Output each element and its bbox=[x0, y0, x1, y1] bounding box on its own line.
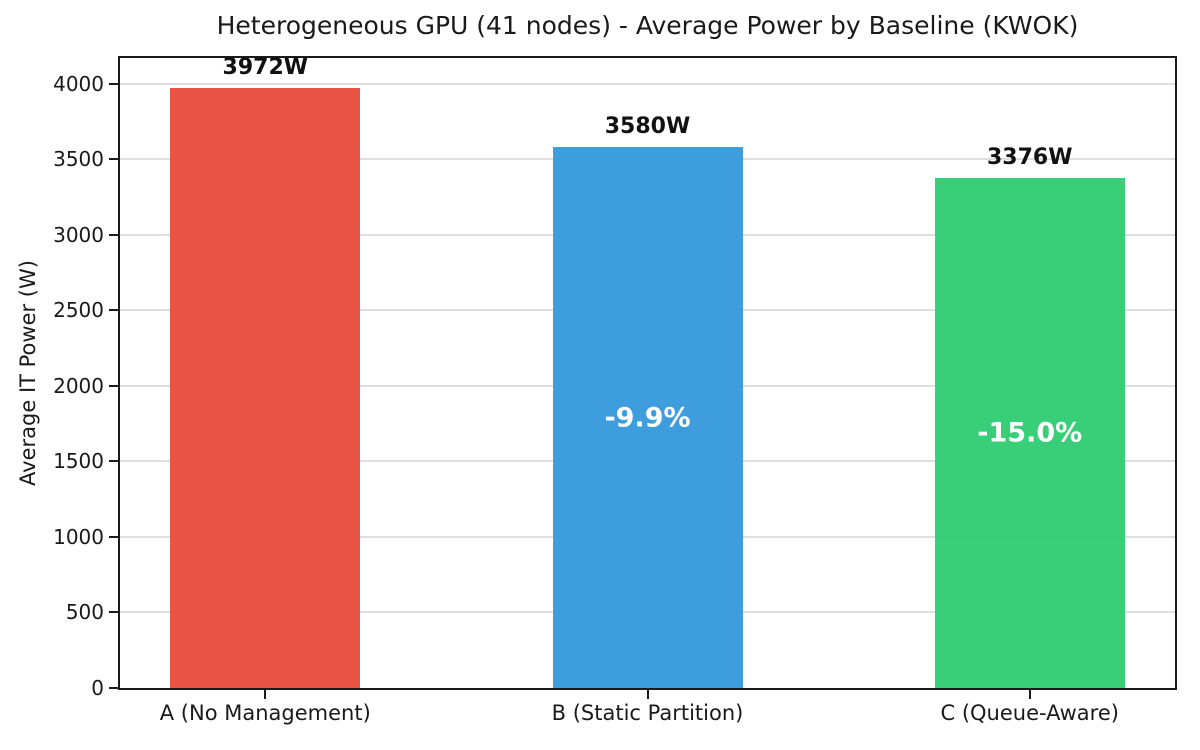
y-tick-label: 3000 bbox=[53, 222, 104, 247]
bar-percent-label: -9.9% bbox=[604, 402, 691, 434]
x-tick-label: B (Static Partition) bbox=[551, 701, 744, 725]
y-tick-mark bbox=[109, 460, 118, 463]
y-tick-label: 2500 bbox=[53, 298, 104, 323]
y-tick-mark bbox=[109, 82, 118, 85]
y-axis-label-text: Average IT Power (W) bbox=[16, 260, 40, 486]
x-tick-mark bbox=[646, 690, 649, 699]
bar-value-label: 3376W bbox=[986, 144, 1073, 170]
y-tick-label: 1000 bbox=[53, 524, 104, 549]
bar-a bbox=[170, 87, 361, 688]
x-tick-mark bbox=[264, 690, 267, 699]
y-tick-label: 1500 bbox=[53, 449, 104, 474]
y-tick-label: 4000 bbox=[53, 71, 104, 96]
chart-title: Heterogeneous GPU (41 nodes) - Average P… bbox=[216, 11, 1079, 40]
x-tick-mark bbox=[1028, 690, 1031, 699]
y-tick-label: 2000 bbox=[53, 373, 104, 398]
bar-c bbox=[934, 177, 1125, 688]
y-tick-mark bbox=[109, 158, 118, 161]
bar-value-label: 3972W bbox=[222, 54, 309, 80]
bar-value-label: 3580W bbox=[604, 114, 691, 140]
gridline bbox=[120, 82, 1175, 85]
y-tick-label: 500 bbox=[65, 600, 104, 625]
y-tick-mark bbox=[109, 535, 118, 538]
y-tick-label: 0 bbox=[91, 676, 104, 700]
plot-area: 0 500 1000 1500 2000 2500 3000 3500 4000 A (No Ma… bbox=[53, 55, 1177, 725]
y-tick-mark bbox=[109, 309, 118, 312]
bar-percent-label: -15.0% bbox=[977, 417, 1083, 449]
y-tick-mark bbox=[109, 687, 118, 689]
y-tick-mark bbox=[109, 384, 118, 387]
x-tick-label: A (No Management) bbox=[159, 701, 371, 725]
bar-b bbox=[552, 147, 743, 688]
x-tick-label: C (Queue-Aware) bbox=[940, 701, 1119, 725]
y-tick-mark bbox=[109, 611, 118, 614]
y-tick-label: 3500 bbox=[53, 147, 104, 172]
y-tick-mark bbox=[109, 233, 118, 236]
